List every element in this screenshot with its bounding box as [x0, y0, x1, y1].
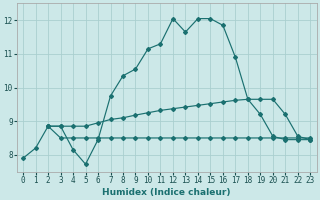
- X-axis label: Humidex (Indice chaleur): Humidex (Indice chaleur): [102, 188, 231, 197]
